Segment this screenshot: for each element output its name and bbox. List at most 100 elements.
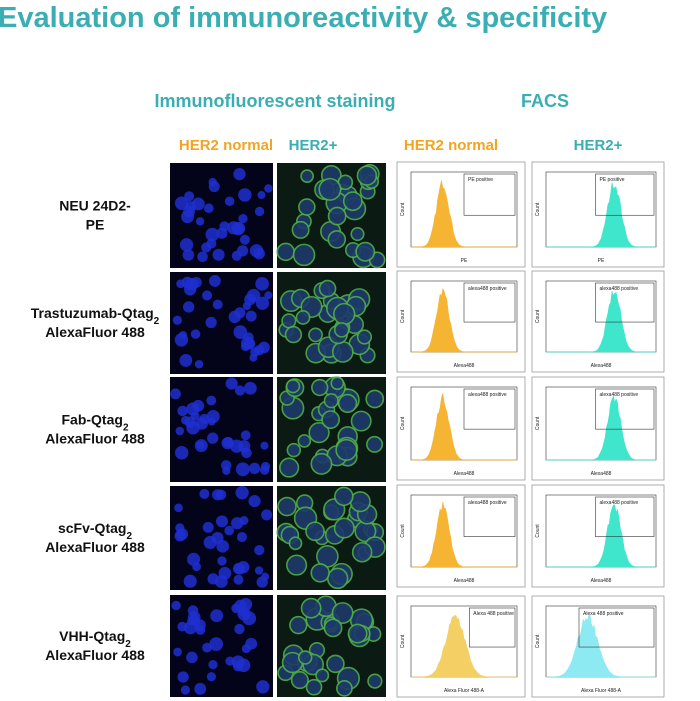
gate-label: alexa488 positive [468, 392, 507, 398]
x-axis-label: PE [461, 258, 468, 264]
cell [224, 525, 234, 536]
cell [355, 241, 376, 262]
cell [310, 452, 333, 475]
cell [318, 279, 337, 298]
cell [241, 447, 252, 459]
slide-title: Evaluation of immunoreactivity & specifi… [0, 2, 607, 34]
cell [177, 671, 189, 683]
row-label-name: Trastuzumab-Qtag [31, 305, 154, 321]
cell [206, 238, 217, 249]
facs-frame [396, 161, 526, 268]
histogram [546, 614, 656, 678]
gate-label: alexa488 positive [468, 286, 507, 292]
y-axis-label: Count [535, 202, 541, 216]
facs-frame [531, 376, 665, 481]
gate-label: alexa488 positive [468, 500, 507, 506]
cell [321, 410, 340, 429]
facs-frame [396, 484, 526, 588]
cell [195, 217, 205, 226]
cell [333, 322, 350, 338]
row-label-subscript: 2 [154, 316, 160, 327]
x-axis-label: Alexa488 [454, 471, 475, 477]
gate [578, 607, 655, 648]
cell [308, 327, 323, 343]
column-header: HER2 normal [179, 137, 273, 154]
cell [260, 461, 271, 472]
cell [350, 410, 372, 432]
cell [205, 316, 217, 329]
cell [298, 198, 316, 216]
cell [182, 301, 195, 313]
cell [249, 244, 264, 258]
y-axis-label: Count [535, 309, 541, 323]
cell [235, 462, 250, 477]
cell [347, 623, 368, 644]
row-label-name: VHH-Qtag [59, 628, 125, 644]
gate [463, 388, 516, 430]
cell [281, 313, 297, 329]
cell [190, 329, 201, 339]
cell [305, 521, 325, 542]
cell [350, 226, 365, 242]
cell [174, 503, 183, 513]
y-axis-label: Count [400, 524, 406, 538]
cell [300, 169, 314, 183]
cell [192, 562, 201, 572]
cell [177, 621, 188, 632]
histogram [546, 504, 656, 568]
cell [286, 442, 302, 458]
gate [595, 388, 655, 430]
x-axis-label: Alexa488 [454, 363, 475, 369]
cell [254, 206, 265, 217]
cell [225, 377, 238, 390]
cell [326, 654, 345, 674]
x-axis-label: PE [598, 258, 605, 264]
cell [305, 678, 323, 696]
y-axis-label: Count [400, 309, 406, 323]
cell [334, 486, 354, 507]
y-axis-label: Count [535, 524, 541, 538]
cell [285, 378, 301, 394]
cell [202, 290, 213, 301]
histogram [546, 182, 656, 248]
cell [206, 395, 217, 406]
gate [595, 282, 655, 323]
cell [256, 680, 270, 694]
cell [177, 405, 188, 417]
row-label-name: Fab-Qtag [61, 412, 122, 428]
cell [356, 165, 378, 186]
cell [240, 430, 251, 441]
cell [330, 376, 345, 391]
gate [595, 496, 655, 537]
cell [195, 625, 206, 635]
cell [300, 597, 322, 619]
cell [182, 249, 195, 261]
cell [235, 486, 249, 500]
cell [264, 291, 273, 300]
facs-frame [531, 161, 665, 268]
cell [365, 389, 385, 409]
x-axis-label: Alexa488 [591, 471, 612, 477]
cell [194, 359, 204, 369]
column-header: HER2 normal [404, 137, 498, 154]
cell [242, 301, 252, 311]
y-axis-label: Count [400, 416, 406, 430]
facs-frame [396, 376, 526, 481]
row-label-subscript: 2 [125, 639, 131, 650]
cell [215, 515, 229, 528]
cell [228, 310, 241, 324]
cell [216, 227, 228, 239]
cell [257, 191, 266, 200]
cell [187, 605, 199, 616]
cell [178, 330, 188, 340]
cell [179, 238, 194, 252]
cell [208, 660, 218, 670]
cell [194, 682, 207, 695]
cell [248, 462, 261, 475]
column-header: HER2+ [574, 137, 623, 154]
cell [248, 495, 261, 508]
cell [210, 609, 224, 623]
cell [209, 637, 224, 652]
gate [463, 173, 516, 216]
row-label-line2: AlexaFluor 488 [45, 431, 145, 447]
